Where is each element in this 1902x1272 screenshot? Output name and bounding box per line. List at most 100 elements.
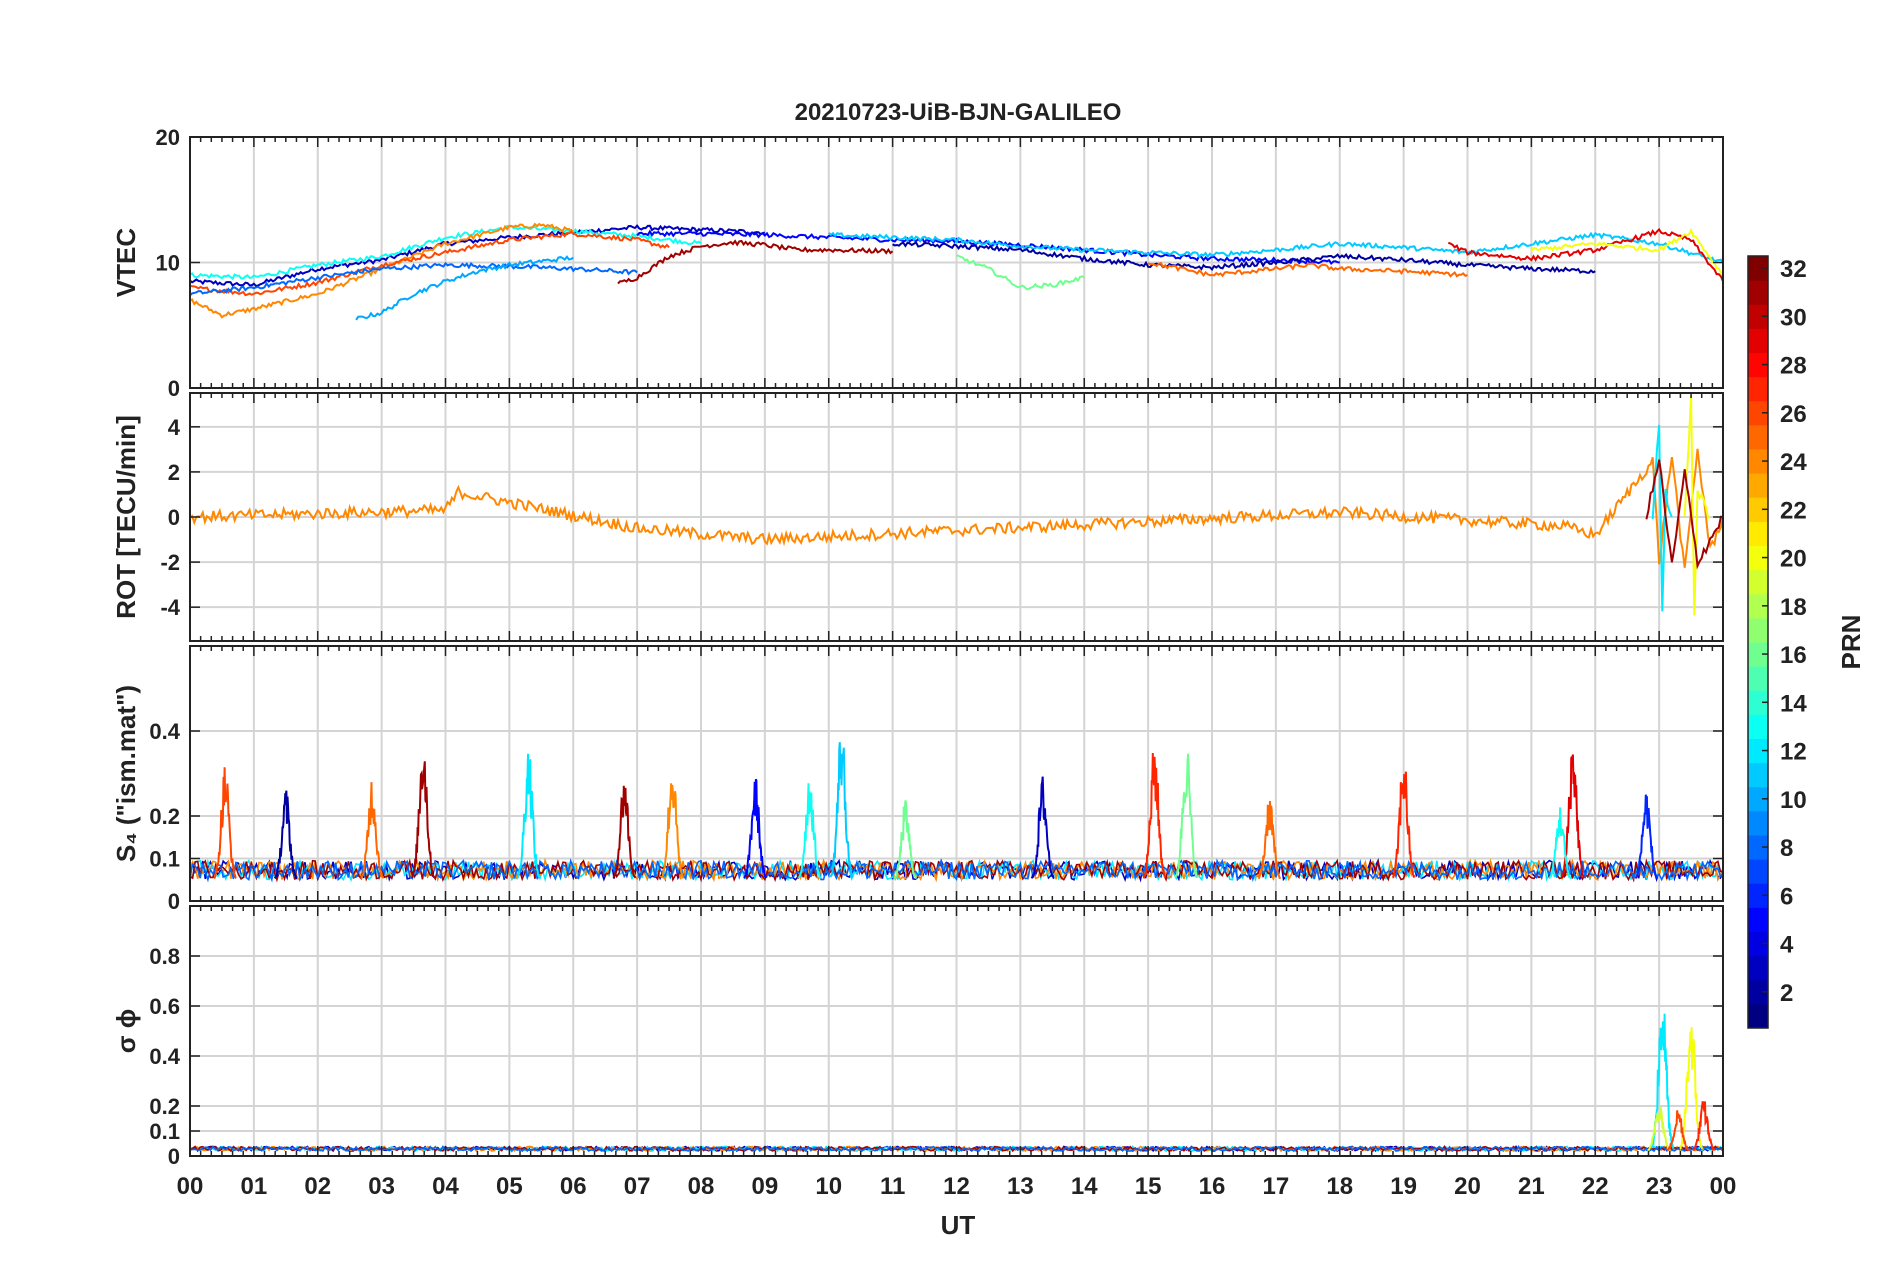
- peak-prn-13: [797, 783, 822, 879]
- x-tick-label: 18: [1326, 1173, 1353, 1200]
- series-line-prn-11: [828, 231, 1724, 264]
- series-line-prn-8: [189, 261, 638, 297]
- x-tick-label: 00: [1710, 1173, 1737, 1200]
- series-line-prn-20: [1530, 227, 1724, 276]
- colorbar-frame: [1747, 255, 1769, 1029]
- colorbar-cell: [1748, 280, 1768, 305]
- x-axis-label: UT: [941, 1210, 976, 1240]
- x-tick-label: 23: [1646, 1173, 1673, 1200]
- series-line-prn-26: [189, 230, 670, 297]
- x-tick-label: 15: [1135, 1173, 1162, 1200]
- peak-prn-25: [1257, 800, 1282, 880]
- peak-prn-25: [360, 782, 385, 880]
- colorbar-cell: [1748, 256, 1768, 281]
- colorbar-cell: [1748, 883, 1768, 908]
- colorbar-tick-label: 4: [1780, 932, 1794, 959]
- panel-frame: [189, 645, 1724, 902]
- baseline-trace-prn-8: [189, 858, 1724, 883]
- series-line-prn-10: [355, 255, 574, 321]
- series-line-prn-2: [892, 240, 1596, 274]
- colorbar-cell: [1748, 907, 1768, 932]
- panel-data: [189, 742, 1724, 883]
- colorbar-cell: [1748, 810, 1768, 836]
- series-line-prn-12: [1651, 424, 1673, 612]
- series-line-prn-20: [1683, 395, 1711, 616]
- y-tick-label: 0.1: [149, 1119, 180, 1144]
- series-line-prn-29: [1448, 227, 1724, 282]
- colorbar-cell: [1748, 666, 1768, 691]
- peak-prn-31: [411, 761, 436, 879]
- y-tick-label: 0: [168, 376, 180, 401]
- y-tick-label: 0.2: [149, 804, 180, 829]
- baseline-trace-prn-31: [189, 858, 1724, 883]
- colorbar-tick-label: 14: [1780, 690, 1807, 717]
- colorbar-cell: [1748, 738, 1768, 764]
- y-tick-label: 0.8: [149, 944, 180, 969]
- y-tick-label: 20: [156, 125, 180, 150]
- peak-prn-26: [1666, 1110, 1690, 1152]
- colorbar-cell: [1748, 835, 1768, 860]
- peak-prn-16: [1174, 753, 1199, 878]
- colorbar-cell: [1748, 304, 1768, 329]
- colorbar-cell: [1748, 1003, 1768, 1029]
- colorbar-cell: [1748, 714, 1768, 739]
- colorbar-tick-label: 2: [1780, 980, 1793, 1007]
- peak-prn-27: [1692, 1101, 1716, 1152]
- peak-prn-6: [1634, 794, 1659, 879]
- colorbar-cell: [1748, 690, 1768, 715]
- series-line-prn-31: [617, 239, 894, 285]
- colorbar-cell: [1748, 931, 1768, 957]
- colorbar-cell: [1748, 786, 1768, 812]
- series-line-prn-25: [1147, 261, 1468, 278]
- y-axis-label-sigma_phi: σ ϕ: [111, 1009, 141, 1054]
- colorbar-cell: [1748, 328, 1768, 353]
- peak-prn-19: [1647, 1106, 1672, 1152]
- x-tick-label: 04: [432, 1173, 459, 1200]
- colorbar-cell: [1748, 424, 1768, 450]
- peak-prn-13: [1548, 807, 1573, 880]
- y-tick-label: 0.2: [149, 1094, 180, 1119]
- colorbar-cell: [1748, 473, 1768, 498]
- colorbar-cell: [1748, 376, 1768, 402]
- colorbar-cell: [1748, 617, 1768, 643]
- colorbar-tick-label: 26: [1780, 401, 1807, 428]
- peak-prn-12: [516, 753, 541, 879]
- colorbar-cell: [1748, 979, 1768, 1005]
- y-tick-label: 4: [168, 415, 181, 440]
- colorbar-tick-label: 8: [1780, 835, 1793, 862]
- colorbar-tick-label: 16: [1780, 642, 1807, 669]
- y-tick-label: 0.1: [149, 847, 180, 872]
- x-tick-label: 11: [880, 1173, 905, 1200]
- y-tick-label: -4: [160, 595, 180, 620]
- colorbar-tick-label: 6: [1780, 883, 1793, 910]
- panel-rot: -4 -2 0 2 4 ROT [TECU/min]: [111, 392, 1724, 642]
- colorbar-tick-label: 22: [1780, 497, 1807, 524]
- x-tick-label: 20: [1454, 1173, 1481, 1200]
- chart-title: 20210723-UiB-BJN-GALILEO: [795, 99, 1122, 126]
- x-tick-label: 21: [1518, 1173, 1545, 1200]
- series-line-prn-31: [1645, 459, 1724, 570]
- x-tick-label: 09: [752, 1173, 779, 1200]
- peak-prn-24: [660, 783, 685, 879]
- colorbar-tick-label: 20: [1780, 546, 1807, 573]
- y-tick-label: -2: [160, 550, 180, 575]
- colorbar-tick-label: 24: [1780, 449, 1807, 476]
- colorbar-tick-label: 30: [1780, 304, 1807, 331]
- colorbar-cell: [1748, 593, 1768, 619]
- colorbar-tick-label: 10: [1780, 787, 1807, 814]
- x-tick-label: 06: [560, 1173, 587, 1200]
- panel-vtec: 0 10 20 VTEC: [111, 125, 1724, 401]
- x-tick-label: 22: [1582, 1173, 1609, 1200]
- y-axis-label-rot: ROT [TECU/min]: [111, 415, 141, 619]
- peak-prn-26: [213, 767, 237, 880]
- panel-frame: [189, 905, 1724, 1157]
- colorbar-cell: [1748, 352, 1768, 378]
- series-line-prn-5: [636, 229, 1340, 266]
- x-tick-label: 03: [368, 1173, 395, 1200]
- peak-prn-27: [1142, 752, 1167, 879]
- colorbar-cell: [1748, 762, 1768, 788]
- x-tick-label: 01: [241, 1173, 268, 1200]
- x-tick-label: 07: [624, 1173, 651, 1200]
- panel-s4: 0 0.1 0.2 0.4 S₄ ("ism.mat"): [111, 645, 1724, 914]
